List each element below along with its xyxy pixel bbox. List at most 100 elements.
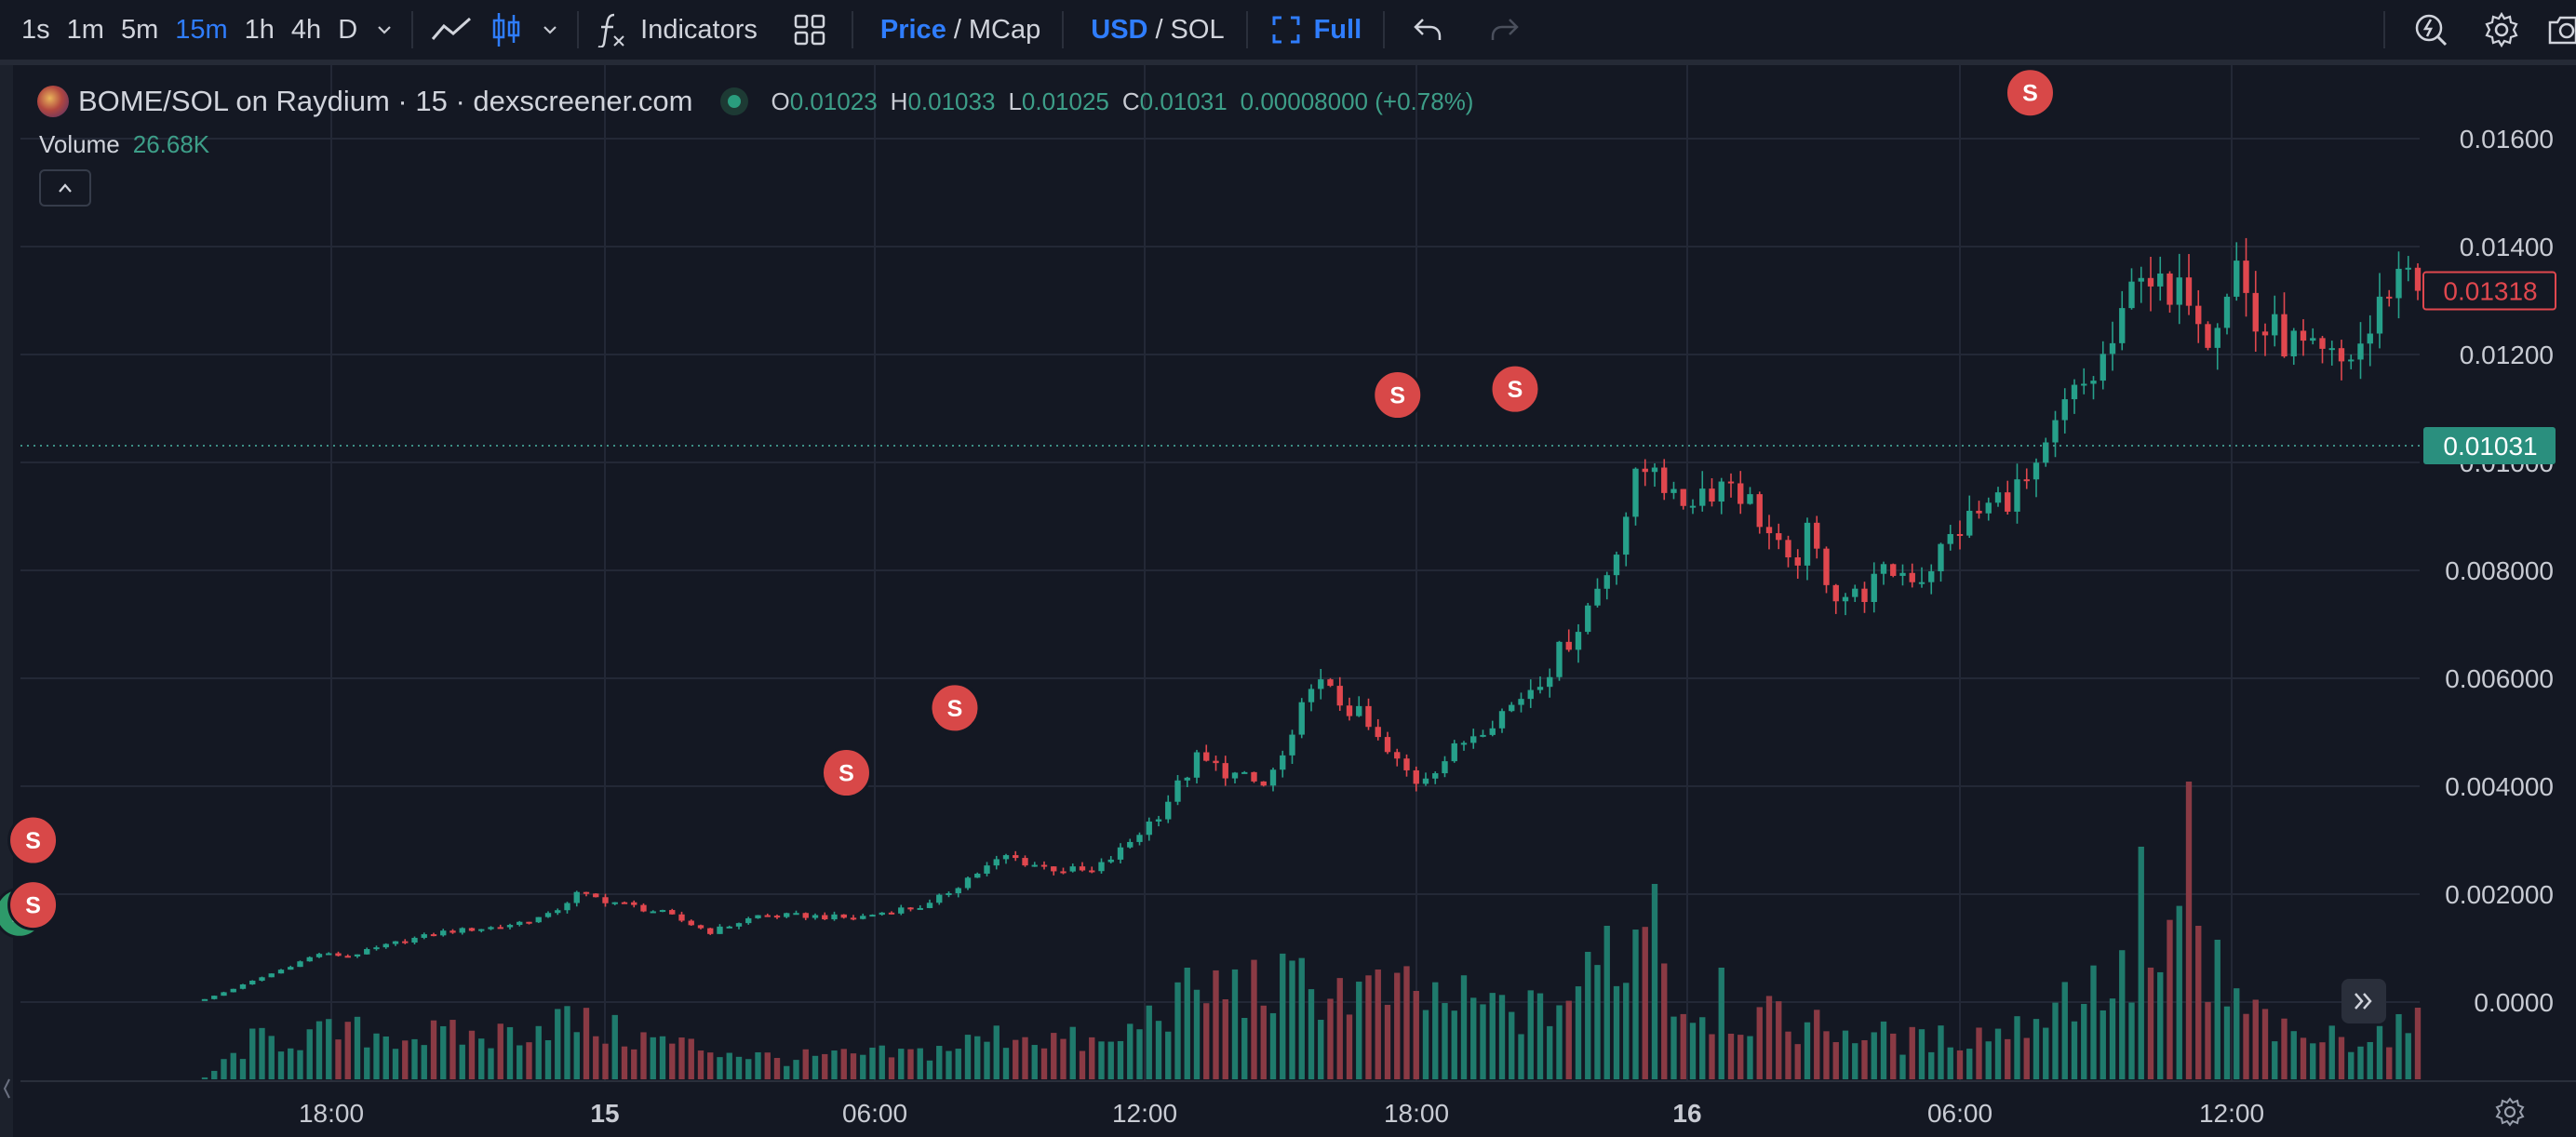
volume-bar: [812, 1055, 819, 1079]
candle-body: [1947, 533, 1953, 544]
volume-bar: [735, 1056, 743, 1079]
volume-bar: [1994, 1028, 2002, 1079]
indicators-button[interactable]: Indicators: [587, 0, 766, 60]
candle-chart-button[interactable]: [481, 0, 531, 60]
timeframe-4h[interactable]: 4h: [290, 14, 322, 45]
volume-bar: [364, 1047, 370, 1079]
chart-settings-button[interactable]: [2494, 1096, 2526, 1132]
left-panel-strip[interactable]: [0, 65, 13, 1137]
volume-bar: [1565, 1000, 1572, 1079]
settings-button[interactable]: [2468, 0, 2535, 60]
volume-legend: Volume 26.68K: [39, 130, 209, 159]
volume-bar: [1661, 963, 1668, 1079]
timeframe-1h[interactable]: 1h: [244, 14, 275, 45]
candle-body: [993, 859, 1000, 866]
volume-bar: [1613, 985, 1620, 1079]
candle-body: [1861, 588, 1868, 602]
candle-body: [1727, 481, 1735, 484]
volume-bar: [1241, 1017, 1248, 1079]
candle-body: [2081, 383, 2087, 386]
timeframe-dropdown[interactable]: [366, 0, 403, 60]
candle-body: [573, 891, 580, 903]
quick-search-button[interactable]: [2394, 0, 2468, 60]
layout-button[interactable]: [785, 0, 835, 60]
last-price-label: 0.01318: [2422, 271, 2556, 311]
candle-body: [2185, 277, 2193, 306]
volume-bar: [984, 1041, 990, 1079]
toolbar-divider: [577, 11, 580, 48]
currency-toggle[interactable]: USD / SOL: [1072, 0, 1232, 60]
volume-bar: [2090, 965, 2097, 1079]
candle-body: [1231, 772, 1239, 779]
volume-bar: [1585, 951, 1591, 1079]
candle-body: [2005, 492, 2011, 512]
sol-option[interactable]: SOL: [1170, 14, 1225, 45]
candle-body: [1709, 488, 1715, 502]
candle-body: [1222, 763, 1228, 779]
candle-body: [1547, 676, 1553, 688]
candle-body: [268, 973, 275, 978]
market-status-icon[interactable]: [720, 87, 749, 115]
volume-bar: [449, 1020, 456, 1079]
redo-button[interactable]: [1452, 0, 1529, 60]
sell-marker[interactable]: S: [2004, 67, 2056, 119]
price-option[interactable]: Price: [879, 14, 946, 45]
volume-bar: [1146, 1005, 1152, 1079]
volume-bar: [2234, 988, 2240, 1079]
candle-body: [1642, 468, 1648, 473]
timeframe-d[interactable]: D: [338, 14, 358, 45]
timeframe-5m[interactable]: 5m: [120, 14, 159, 45]
price-mcap-toggle[interactable]: Price / MCap: [862, 0, 1049, 60]
timeframe-1s[interactable]: 1s: [21, 14, 50, 45]
candle-body: [544, 913, 552, 917]
volume-bar: [1413, 990, 1419, 1079]
sell-marker[interactable]: S: [820, 747, 872, 798]
candle-body: [1375, 727, 1381, 738]
sell-marker[interactable]: S: [7, 814, 60, 866]
candle-body: [201, 998, 208, 1001]
volume-bar: [1776, 1001, 1782, 1079]
volume-bar: [1747, 1036, 1753, 1079]
undo-button[interactable]: [1393, 0, 1452, 60]
chart-type-dropdown[interactable]: [531, 0, 569, 60]
volume-bar: [2367, 1041, 2373, 1079]
volume-bar: [2167, 919, 2173, 1079]
candle-body: [1184, 777, 1190, 781]
sell-marker[interactable]: S: [1372, 369, 1424, 421]
candle-body: [1575, 632, 1582, 650]
volume-bar: [1174, 982, 1181, 1079]
line-chart-button[interactable]: [422, 0, 481, 60]
sell-marker[interactable]: S: [929, 682, 981, 734]
mcap-option[interactable]: MCap: [968, 14, 1041, 45]
volume-bar: [1051, 1033, 1057, 1079]
scroll-to-realtime-button[interactable]: [2341, 979, 2386, 1023]
volume-bar: [2214, 940, 2220, 1079]
candle-body: [2033, 462, 2040, 480]
last-price-value: 0.01318: [2443, 277, 2537, 306]
trade-markers[interactable]: BSSSSSSS: [0, 67, 2056, 939]
candle-body: [984, 865, 990, 874]
volume-bar: [402, 1040, 409, 1079]
candle-body: [802, 913, 809, 918]
volume-bar: [2081, 1003, 2087, 1079]
candle-body: [2395, 268, 2402, 299]
volume-bar: [2176, 905, 2182, 1079]
collapse-legend-button[interactable]: [39, 169, 91, 207]
timeframe-1m[interactable]: 1m: [66, 14, 104, 45]
y-tick-label: 0.008000: [2445, 556, 2554, 585]
fullscreen-button[interactable]: Full: [1256, 0, 1371, 60]
line-chart-icon: [432, 17, 472, 40]
volume-bar: [2338, 1037, 2345, 1079]
candle-body: [697, 925, 704, 929]
sell-marker[interactable]: S: [7, 879, 60, 931]
sell-marker[interactable]: S: [1489, 363, 1541, 415]
usd-option[interactable]: USD: [1091, 14, 1148, 45]
layout-grid-icon: [794, 14, 825, 46]
candle-body: [1613, 555, 1620, 576]
screenshot-button[interactable]: [2535, 0, 2576, 60]
left-collapse-arrow[interactable]: [3, 1078, 10, 1099]
volume-bar: [1718, 968, 1724, 1079]
symbol-title[interactable]: BOME/SOL on Raydium · 15 · dexscreener.c…: [78, 85, 693, 117]
timeframe-15m[interactable]: 15m: [175, 14, 228, 45]
